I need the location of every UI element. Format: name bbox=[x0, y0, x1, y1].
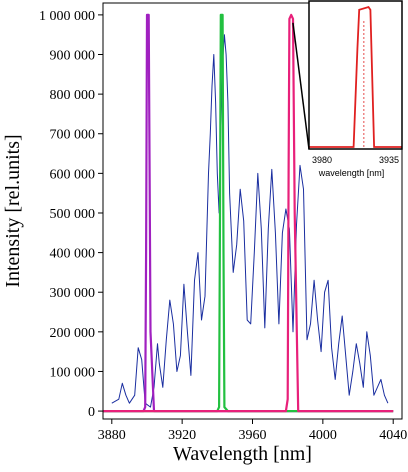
x-tick-label: 3960 bbox=[239, 428, 267, 443]
y-tick-label: 300 000 bbox=[50, 286, 96, 301]
y-tick-label: 600 000 bbox=[50, 167, 96, 182]
inset-x-tick-label: 3980 bbox=[312, 155, 332, 165]
inset-callout-line bbox=[292, 22, 310, 150]
x-tick-label: 4000 bbox=[309, 428, 337, 443]
y-tick-label: 200 000 bbox=[50, 326, 96, 341]
inset-series-group bbox=[309, 5, 402, 149]
main-series-group bbox=[103, 13, 394, 413]
y-tick-label: 0 bbox=[88, 405, 95, 420]
y-tick-label: 400 000 bbox=[50, 247, 96, 262]
x-tick-label: 4040 bbox=[379, 428, 407, 443]
y-tick-label: 900 000 bbox=[50, 49, 96, 64]
x-axis: 3880 3920 3960 4000 4040 bbox=[98, 419, 407, 443]
series-line-0 bbox=[111, 34, 389, 408]
inset-x-axis-label: wavelength [nm] bbox=[318, 168, 385, 178]
y-axis: 0 100 000 200 000 300 000 400 000 500 000 600 … bbox=[39, 9, 103, 420]
y-tick-label: 1 000 000 bbox=[39, 9, 95, 24]
x-tick-label: 3920 bbox=[168, 428, 196, 443]
inset-chart: 3980 3935 wavelength [nm] bbox=[308, 0, 403, 178]
inset-x-axis: 3980 3935 bbox=[312, 155, 399, 165]
series-line-3 bbox=[103, 13, 394, 413]
series-line-1 bbox=[103, 13, 394, 413]
y-tick-label: 100 000 bbox=[50, 365, 96, 380]
y-tick-label: 500 000 bbox=[50, 207, 96, 222]
x-axis-label: Wavelength [nm] bbox=[173, 443, 312, 465]
y-tick-label: 800 000 bbox=[50, 88, 96, 103]
y-tick-label: 700 000 bbox=[50, 128, 96, 143]
y-axis-label: Intensity [rel.units] bbox=[2, 134, 24, 287]
inset-series-line bbox=[309, 5, 402, 148]
inset-x-tick-label: 3935 bbox=[379, 155, 399, 165]
x-tick-label: 3880 bbox=[98, 428, 126, 443]
series-line-2 bbox=[103, 13, 394, 413]
inset-frame bbox=[308, 0, 403, 150]
